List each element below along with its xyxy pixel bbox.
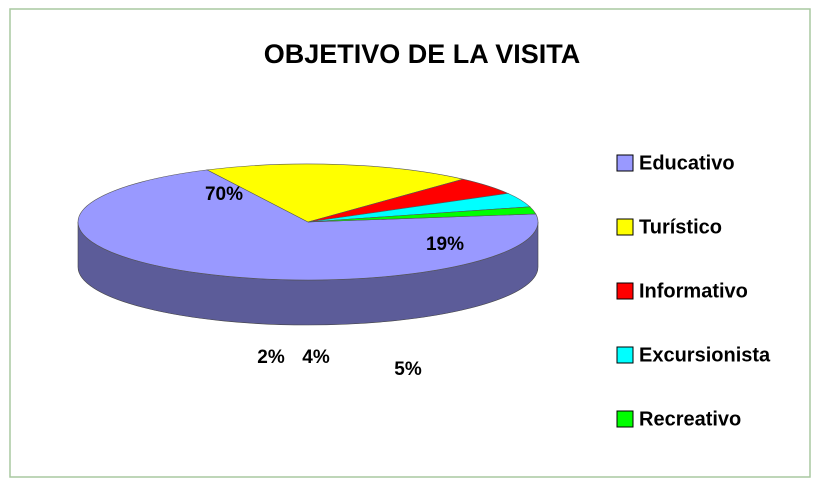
legend-swatch (616, 282, 634, 300)
data-label: 4% (302, 347, 330, 368)
legend-swatch (616, 218, 634, 236)
slice (77, 169, 539, 281)
legend-swatch (616, 154, 634, 172)
legend-label: Turístico (639, 216, 722, 238)
data-label: 2% (257, 347, 285, 368)
data-label: 70% (205, 184, 243, 205)
legend-label: Informativo (639, 280, 748, 302)
legend-swatch (616, 410, 634, 428)
data-label: 5% (394, 359, 422, 380)
slice (206, 163, 464, 223)
legend-swatch (616, 346, 634, 364)
slice (307, 206, 537, 223)
chart-title: OBJETIVO DE LA VISITA (264, 39, 581, 69)
legend-label: Recreativo (639, 408, 741, 430)
legend-label: Excursionista (639, 344, 771, 366)
data-label: 19% (426, 234, 464, 255)
legend-label: Educativo (639, 152, 735, 174)
